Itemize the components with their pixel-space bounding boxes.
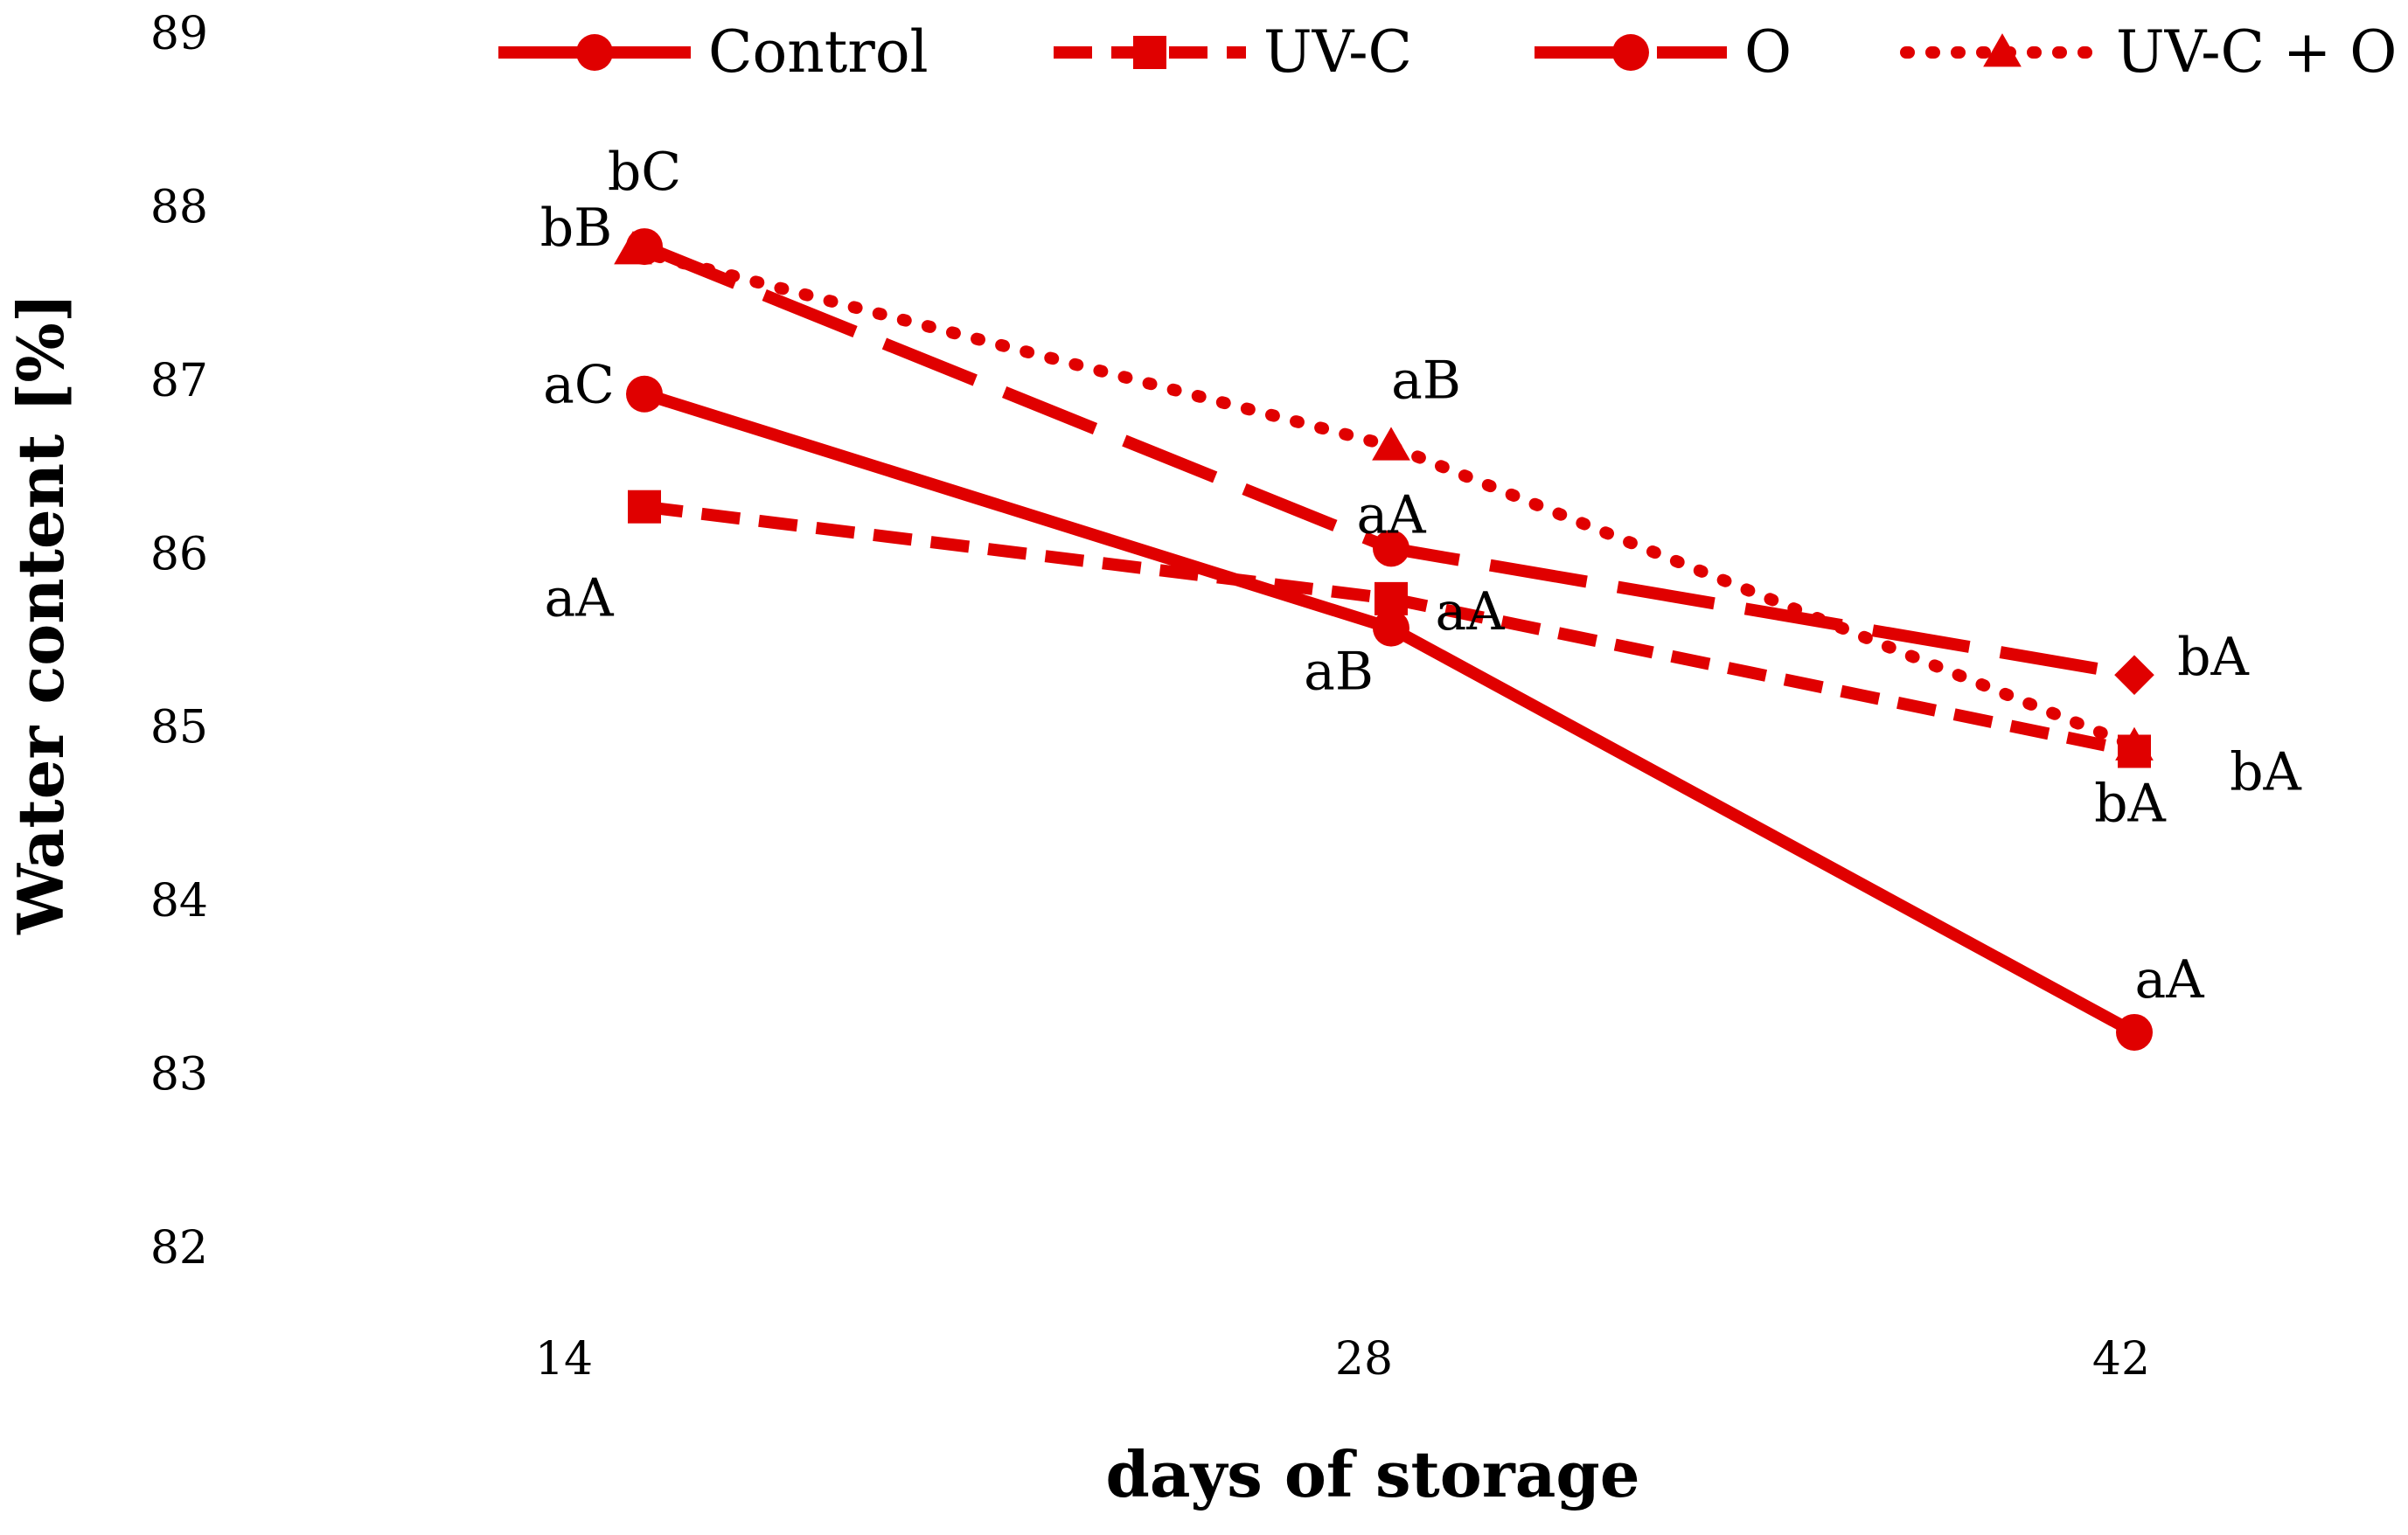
data-point [2116,1013,2153,1051]
y-tick-label: 83 [150,1049,208,1101]
series-o: bC aA bA [608,142,2250,695]
data-label: aA [1435,581,1505,642]
legend-label: UV-C + O [2116,18,2397,86]
legend-marker [1612,34,1649,71]
y-axis: 82 83 84 85 86 87 88 89 [150,8,208,1275]
y-tick-label: 84 [150,875,208,927]
data-point [1375,581,1408,615]
y-tick-label: 88 [150,181,208,233]
legend: Control UV-C O UV-C + O [498,18,2397,86]
data-point [614,231,652,265]
data-label: aC [543,355,615,416]
data-label: bA [2094,773,2166,834]
y-tick-label: 86 [150,528,208,580]
data-label: bA [2230,742,2301,803]
data-point [1373,609,1409,647]
series-uv-c-o: bB aB bA [540,198,2302,803]
data-point [628,490,661,524]
legend-label: UV-C [1263,18,1412,86]
legend-marker [1983,33,2022,67]
legend-marker [1133,36,1166,69]
data-label: bA [2177,627,2249,688]
x-tick-label: 42 [2092,1333,2150,1386]
data-label: bC [608,142,681,203]
legend-marker [576,34,613,71]
data-label: aA [1356,484,1426,545]
x-tick-label: 14 [535,1333,593,1386]
x-axis: 14 28 42 [535,1333,2150,1386]
data-label: aB [1304,642,1374,703]
data-point [2114,655,2154,695]
data-label: aA [2134,949,2204,1011]
x-axis-title: days of storage [1105,1437,1639,1511]
data-label: bB [540,198,613,259]
data-point [2115,726,2154,761]
data-point [1372,427,1410,461]
x-tick-label: 28 [1335,1333,1393,1386]
series-control: aC aB aA [543,355,2204,1051]
legend-entry: UV-C [1054,18,1412,86]
legend-entry: Control [498,18,929,86]
data-label: aA [544,568,614,629]
y-tick-label: 85 [150,702,208,754]
data-point [626,375,663,413]
data-point [1373,530,1409,567]
legend-entry: O [1535,18,1792,86]
y-tick-label: 87 [150,355,208,407]
legend-label: Control [708,18,929,86]
y-tick-label: 82 [150,1222,208,1275]
legend-entry: UV-C + O [1900,18,2397,86]
legend-label: O [1744,18,1792,86]
y-axis-title: Water content [%] [3,293,78,935]
y-tick-label: 89 [150,8,208,60]
data-label: aB [1391,350,1461,411]
